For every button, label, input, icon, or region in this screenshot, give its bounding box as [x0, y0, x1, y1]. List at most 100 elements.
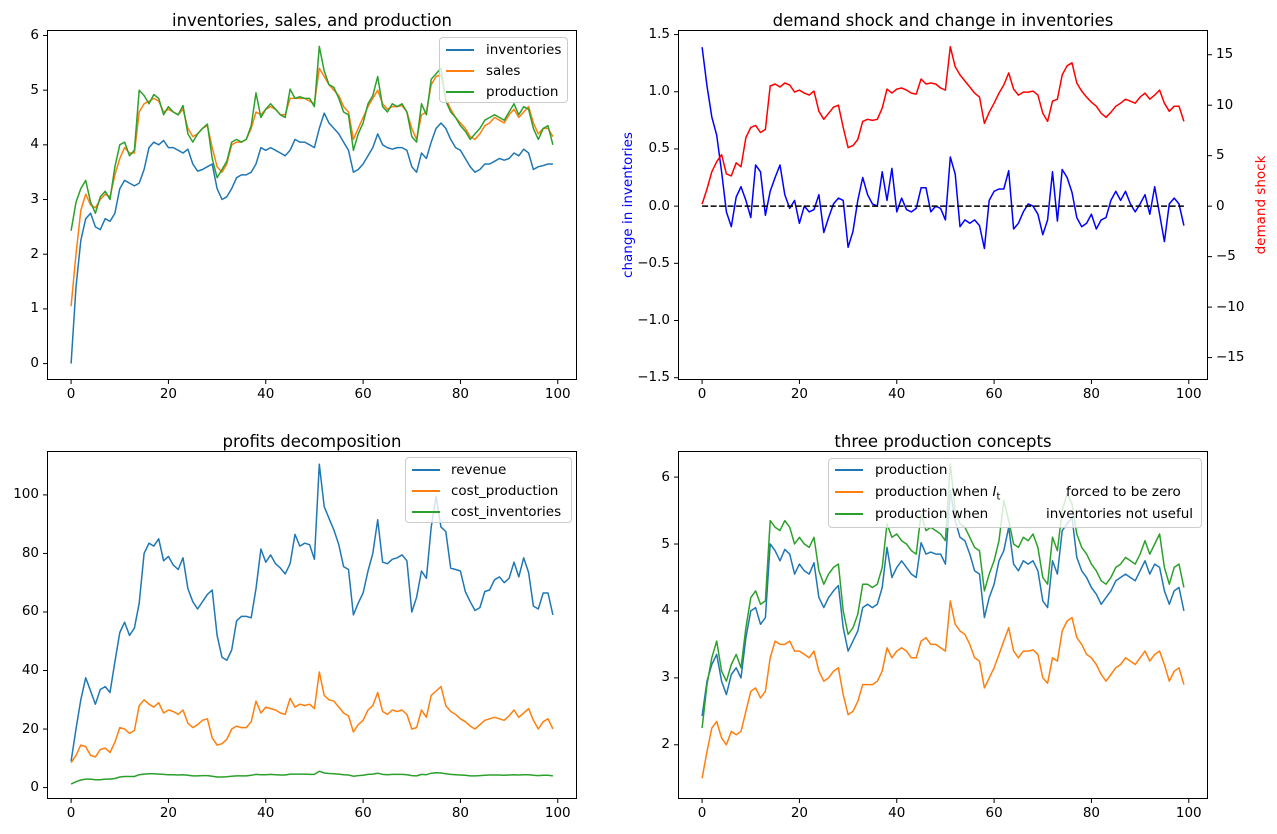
y-right-tick-label: 15 [1216, 46, 1234, 63]
y-tick-label: 100 [13, 486, 39, 503]
legend-three-production-concepts: production production when It forced to be… [828, 458, 1202, 528]
y-tick-label: 6 [661, 468, 670, 485]
y-right-tick-label: −5 [1216, 248, 1236, 265]
legend-entry-label: inventories [486, 42, 562, 58]
y-tick-label: 1.5 [648, 26, 670, 43]
x-tick-label: 40 [888, 805, 906, 821]
x-tick-label: 60 [985, 386, 1003, 402]
chart-title-three-production-concepts: three production concepts [834, 432, 1052, 451]
legend-line-sample [835, 491, 863, 493]
y-tick-label: 3 [30, 191, 39, 208]
y-tick-label: 4 [30, 136, 39, 153]
x-tick-label: 100 [544, 386, 571, 402]
legend-line-sample [412, 511, 440, 513]
y-tick-label: −1.5 [637, 369, 670, 386]
y-tick-label: 80 [21, 544, 39, 561]
line-production-when-i-t-forced-to-be-zero [701, 600, 1185, 779]
y-tick-label: 5 [661, 535, 670, 552]
axes-spines-three-production-concepts [678, 451, 1208, 799]
y-right-tick-label: −10 [1216, 298, 1245, 315]
y-tick-label: 20 [21, 720, 39, 737]
x-tick-label: 100 [544, 805, 571, 821]
legend-line-sample [446, 49, 474, 51]
x-tick-label: 60 [354, 386, 372, 402]
x-tick-label: 40 [888, 386, 906, 402]
legend-entry-label-continued: inventories not useful [1046, 506, 1193, 522]
x-tick-label: 40 [257, 805, 275, 821]
y-tick-label: 2 [661, 736, 670, 753]
x-tick-label: 20 [159, 805, 178, 821]
y-tick-label: 40 [21, 662, 39, 678]
x-tick-label: 80 [451, 386, 470, 402]
axes-spines-inventories-sales-production [47, 30, 577, 380]
y-tick-label: 5 [30, 81, 39, 98]
y-right-tick-label: 10 [1216, 96, 1234, 113]
x-tick-label: 0 [66, 386, 76, 402]
x-tick-label: 80 [451, 805, 470, 821]
chart-title-profits-decomposition: profits decomposition [222, 432, 402, 451]
legend-entry-label: production when It [875, 484, 1001, 503]
line-sales [70, 67, 554, 307]
y-right-tick-label: 5 [1216, 147, 1225, 164]
legend-entry-label: cost_production [451, 483, 559, 499]
legend-entry-label: sales [486, 63, 521, 79]
line-demand-shock [701, 45, 1185, 205]
series-group-inventories-sales-production [70, 45, 554, 364]
legend-line-sample [835, 469, 863, 471]
legend-inventories-sales-production: inventories sales production [439, 37, 568, 103]
line-revenue [70, 463, 554, 762]
line-inventories [70, 112, 553, 364]
y-tick-label: 3 [661, 669, 670, 686]
legend-line-sample [412, 469, 440, 471]
legend-entry-label: production [875, 462, 948, 478]
y-tick-label: −1.0 [637, 312, 670, 329]
legend-entry-label: cost_inventories [451, 504, 562, 520]
series-group-three-production-concepts [701, 462, 1185, 779]
y-tick-label: 1.0 [648, 83, 670, 100]
y-tick-label: 2 [30, 245, 39, 262]
y-right-tick-label: 0 [1216, 197, 1225, 214]
chart-title-inventories-sales-production: inventories, sales, and production [171, 11, 453, 30]
y-tick-label: 0.5 [648, 140, 670, 157]
y-tick-label: 0 [30, 355, 39, 372]
axes-spines-demand-shock-change-in-inventories [678, 30, 1208, 380]
x-tick-label: 0 [66, 805, 76, 821]
y-tick-label: 6 [30, 26, 39, 43]
line-production [70, 45, 554, 231]
x-tick-label: 80 [1082, 386, 1101, 402]
x-tick-label: 40 [257, 386, 275, 402]
legend-entry-label: production [486, 84, 559, 100]
series-group-profits-decomposition [70, 463, 554, 785]
y-tick-label: 0 [30, 779, 39, 796]
line-cost-inventories [70, 770, 553, 785]
legend-entry-label: production when [875, 506, 989, 522]
line-production-when-inventories-not-useful [701, 462, 1185, 729]
legend-line-sample [412, 490, 440, 492]
line-change-in-inventories [701, 47, 1185, 250]
x-tick-label: 60 [985, 805, 1003, 821]
y-tick-label: 60 [21, 603, 39, 620]
legend-profits-decomposition: revenue cost_production cost_inventories [405, 457, 572, 523]
y-tick-label: −0.5 [637, 254, 670, 271]
y-right-tick-label: −15 [1216, 349, 1245, 366]
line-production [701, 489, 1185, 717]
axes-spines-profits-decomposition [47, 451, 577, 799]
line-cost-production [70, 671, 554, 764]
chart-title-demand-shock-change-in-inventories: demand shock and change in inventories [772, 11, 1114, 30]
legend-entry-label-continued: forced to be zero [1066, 484, 1181, 500]
x-tick-label: 20 [159, 386, 178, 402]
y-axis-label-demand-shock: demand shock [1253, 155, 1269, 255]
y-tick-label: 0.0 [648, 197, 670, 214]
x-tick-label: 20 [790, 386, 809, 402]
legend-line-sample [446, 70, 474, 72]
x-tick-label: 20 [790, 805, 809, 821]
x-tick-label: 80 [1082, 805, 1101, 821]
x-tick-label: 0 [697, 805, 707, 821]
legend-entry-label: revenue [451, 462, 507, 478]
series-group-demand-shock-change-in-inventories [701, 45, 1185, 250]
x-tick-label: 0 [697, 386, 707, 402]
y-tick-label: 4 [661, 602, 670, 619]
legend-line-sample [446, 91, 474, 93]
